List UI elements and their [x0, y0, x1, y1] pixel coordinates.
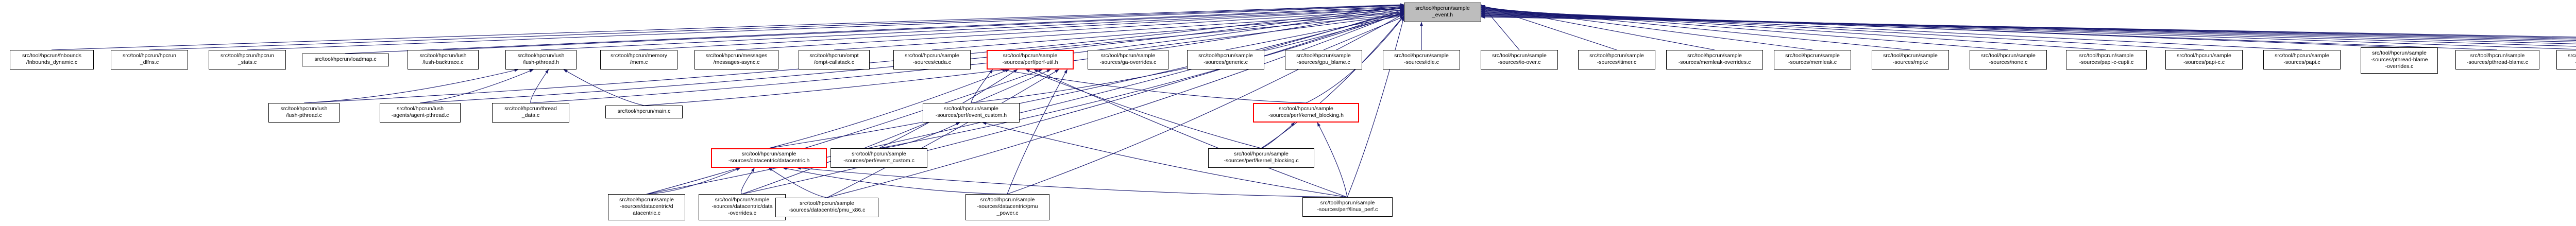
graph-edge	[646, 9, 1404, 195]
graph-node-papi_c[interactable]: src/tool/hpcrun/sample -sources/papi-c.c	[2165, 50, 2243, 69]
graph-edge	[303, 68, 519, 103]
graph-node-none[interactable]: src/tool/hpcrun/sample -sources/none.c	[1970, 50, 2047, 69]
graph-node-loadmap[interactable]: src/tool/hpcrun/loadmap.c	[302, 54, 389, 66]
graph-edge	[419, 69, 534, 103]
graph-edge	[646, 69, 1043, 195]
graph-edge	[1347, 16, 1405, 198]
graph-node-pmu_power[interactable]: src/tool/hpcrun/sample -sources/datacent…	[965, 194, 1049, 220]
graph-edge	[768, 69, 1010, 149]
graph-node-pmu_x86[interactable]: src/tool/hpcrun/sample -sources/datacent…	[775, 198, 878, 217]
graph-edge	[931, 11, 1404, 50]
graph-edge	[247, 4, 1404, 50]
graph-node-event_custom_c[interactable]: src/tool/hpcrun/sample -sources/perf/eve…	[831, 148, 927, 168]
graph-edge	[768, 167, 827, 198]
graph-edge	[971, 69, 993, 103]
graph-edge	[736, 9, 1404, 50]
graph-edge	[1007, 69, 1067, 195]
graph-node-idle[interactable]: src/tool/hpcrun/sample -sources/idle.c	[1383, 50, 1460, 69]
graph-node-fnbounds_dynamic[interactable]: src/tool/hpcrun/fnbounds /fnbounds_dynam…	[10, 50, 94, 69]
graph-node-hpcrun_dlfns[interactable]: src/tool/hpcrun/hpcrun _dlfns.c	[111, 50, 188, 69]
graph-edge	[1029, 13, 1404, 50]
graph-node-gpu_blame[interactable]: src/tool/hpcrun/sample -sources/gpu_blam…	[1285, 50, 1362, 69]
graph-node-pthread_blame[interactable]: src/tool/hpcrun/sample -sources/pthread-…	[2455, 50, 2539, 69]
graph-node-perf_util_h[interactable]: src/tool/hpcrun/sample -sources/perf/per…	[987, 50, 1074, 69]
graph-node-papi_c_cupti[interactable]: src/tool/hpcrun/sample -sources/papi-c-c…	[2066, 50, 2147, 69]
graph-node-datacentric_h[interactable]: src/tool/hpcrun/sample -sources/datacent…	[711, 148, 827, 168]
graph-edge	[834, 10, 1404, 50]
graph-node-kernel_blocking_h[interactable]: src/tool/hpcrun/sample -sources/perf/ker…	[1253, 103, 1359, 123]
graph-edge	[1033, 69, 1348, 198]
graph-edge	[51, 3, 1404, 50]
graph-edge	[796, 166, 1348, 198]
graph-node-generic[interactable]: src/tool/hpcrun/sample -sources/generic.…	[1187, 50, 1264, 69]
graph-node-thread_data[interactable]: src/tool/hpcrun/thread _data.c	[492, 103, 569, 123]
graph-node-ga_overrides[interactable]: src/tool/hpcrun/sample -sources/ga-overr…	[1088, 50, 1168, 69]
graph-edge	[878, 122, 960, 149]
graph-edge	[826, 11, 1404, 198]
graph-edge	[638, 7, 1404, 50]
graph-edge	[982, 121, 1348, 198]
graph-node-event_custom_h[interactable]: src/tool/hpcrun/sample -sources/perf/eve…	[923, 103, 1020, 123]
graph-node-memleak[interactable]: src/tool/hpcrun/sample -sources/memleak.…	[1774, 50, 1851, 69]
graph-node-papi[interactable]: src/tool/hpcrun/sample -sources/papi.c	[2263, 50, 2341, 69]
graph-edge	[741, 167, 755, 195]
graph-node-memleak_overrides[interactable]: src/tool/hpcrun/sample -sources/memleak-…	[1666, 50, 1763, 69]
graph-node-hpcrun_stats[interactable]: src/tool/hpcrun/hpcrun _stats.c	[209, 50, 286, 69]
graph-node-io_over[interactable]: src/tool/hpcrun/sample -sources/io-over.…	[1481, 50, 1558, 69]
graph-edge	[149, 4, 1404, 50]
graph-edge	[826, 69, 1059, 198]
graph-edge	[646, 167, 741, 195]
graph-edge	[768, 10, 1404, 149]
graph-edge	[1225, 14, 1404, 50]
graph-node-sample_event_h[interactable]: src/tool/hpcrun/sample _event.h	[1404, 3, 1481, 22]
graph-node-agent_pthread[interactable]: src/tool/hpcrun/lush -agents/agent-pthre…	[380, 103, 461, 123]
graph-edge	[741, 69, 1051, 195]
graph-node-lush_backtrace[interactable]: src/tool/hpcrun/lush /lush-backtrace.c	[408, 50, 479, 69]
graph-node-itimer[interactable]: src/tool/hpcrun/sample -sources/itimer.c	[1578, 50, 1655, 69]
graph-node-data_overrides[interactable]: src/tool/hpcrun/sample -sources/datacent…	[699, 194, 786, 220]
graph-edge	[1317, 122, 1348, 198]
graph-edge	[1007, 13, 1404, 195]
graph-edge	[530, 69, 549, 103]
graph-node-mem[interactable]: src/tool/hpcrun/memory /mem.c	[600, 50, 677, 69]
graph-node-messages_async[interactable]: src/tool/hpcrun/messages /messages-async…	[694, 50, 778, 69]
graph-node-ompt_callstack[interactable]: src/tool/hpcrun/ompt /ompt-callstack.c	[799, 50, 870, 69]
graph-node-linux_perf[interactable]: src/tool/hpcrun/sample -sources/perf/lin…	[1302, 197, 1393, 217]
graph-node-pthread_blame_overrides[interactable]: src/tool/hpcrun/sample -sources/pthread-…	[2361, 47, 2438, 74]
graph-edge	[1323, 16, 1404, 50]
graph-node-mpi[interactable]: src/tool/hpcrun/sample -sources/mpi.c	[1872, 50, 1949, 69]
graph-edge	[345, 5, 1404, 54]
graph-node-lush_pthread_h[interactable]: src/tool/hpcrun/lush /lush-pthread.h	[505, 50, 577, 69]
graph-node-cuda[interactable]: src/tool/hpcrun/sample -sources/cuda.c	[893, 50, 971, 69]
graph-edge	[1481, 15, 2576, 38]
graph-edge	[783, 167, 1008, 195]
graph-edge	[1261, 122, 1295, 149]
graph-node-datacentric_c[interactable]: src/tool/hpcrun/sample -sources/datacent…	[608, 194, 685, 220]
graph-edge	[540, 7, 1404, 50]
graph-node-retcnt[interactable]: src/tool/hpcrun/sample -sources/retcnt.c	[2556, 50, 2576, 69]
graph-edge	[443, 6, 1404, 50]
graph-edge	[563, 69, 645, 106]
graph-node-kernel_blocking_c[interactable]: src/tool/hpcrun/sample -sources/perf/ker…	[1208, 148, 1314, 168]
graph-node-main_c[interactable]: src/tool/hpcrun/main.c	[605, 106, 683, 118]
graph-node-lush_pthread_c[interactable]: src/tool/hpcrun/lush /lush-pthread.c	[268, 103, 340, 123]
